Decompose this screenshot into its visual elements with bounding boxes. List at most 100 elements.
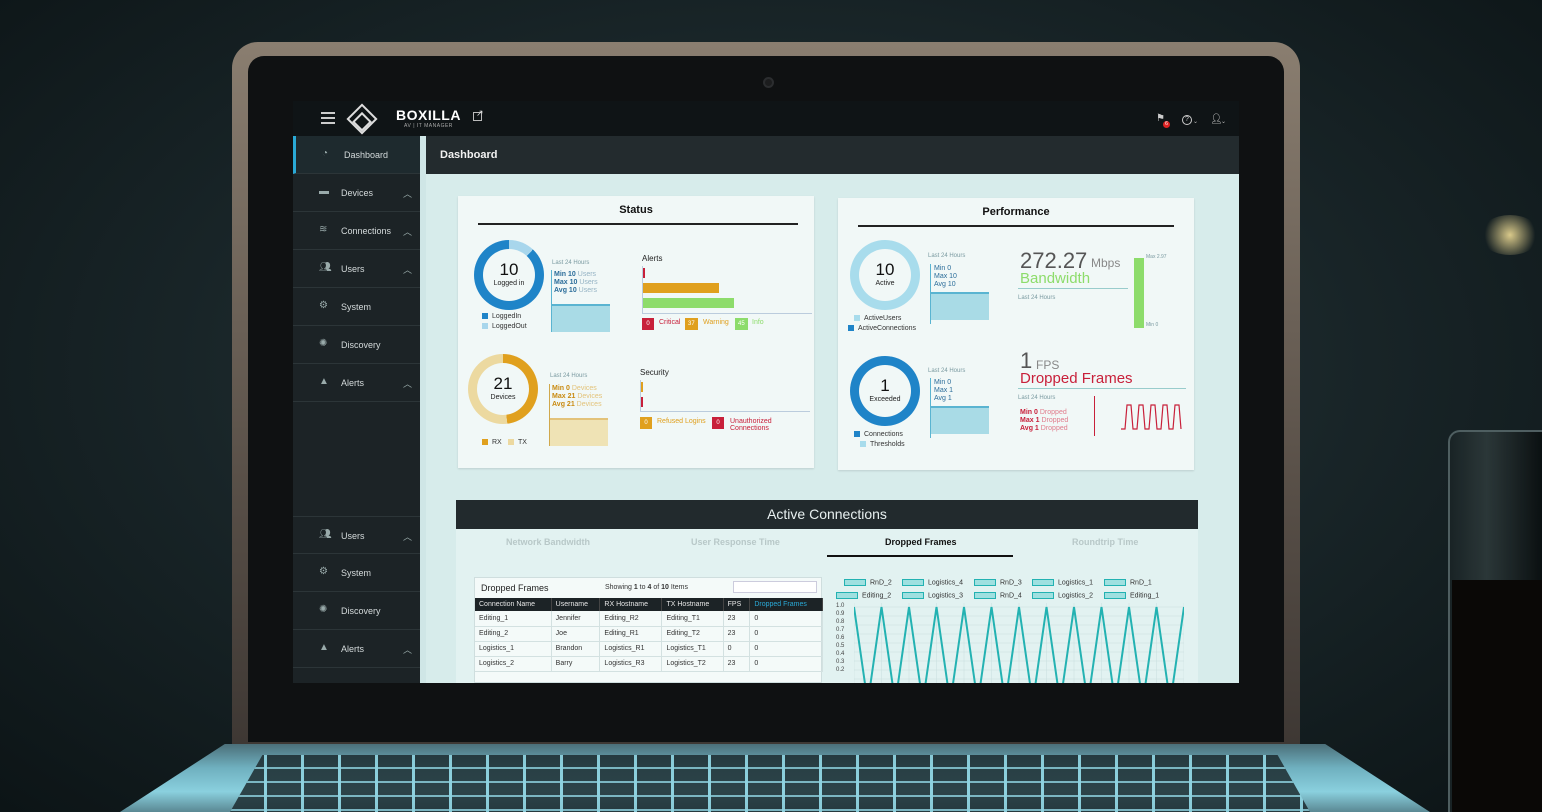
- chevron-down-icon[interactable]: ⌄: [1193, 119, 1199, 125]
- legend-item[interactable]: Editing_1: [1104, 592, 1159, 599]
- column-header[interactable]: RX Hostname: [599, 598, 663, 611]
- table-row[interactable]: Editing_2 Joe Editing_R1 Editing_T2 23 0: [475, 626, 823, 642]
- card-title: Status: [619, 204, 653, 216]
- legend-item[interactable]: RnD_3: [974, 579, 1022, 586]
- legend-item[interactable]: Editing_2: [836, 592, 891, 599]
- table-row[interactable]: Editing_1 Jennifer Editing_R2 Editing_T1…: [475, 611, 823, 627]
- y-tick-label: 0.6: [836, 635, 845, 641]
- chevron-down-icon[interactable]: ⌄: [1221, 119, 1227, 125]
- column-header[interactable]: Connection Name: [475, 598, 552, 611]
- screen: BOXILLA AV | IT MANAGER ⚑ 6 ? ⌄ 👤︎ ⌄ ◔ D…: [293, 101, 1239, 683]
- sidebar-item-discovery[interactable]: ✺ Discovery: [293, 326, 420, 364]
- refused-count-badge: 0: [640, 417, 652, 429]
- brand-subtitle: AV | IT MANAGER: [404, 123, 453, 129]
- donut-label: Logged in: [493, 280, 525, 287]
- sidebar-item-users[interactable]: 👥︎ Users ︿: [293, 250, 420, 288]
- table-cell: Brandon: [551, 641, 601, 657]
- tab-roundtrip-time[interactable]: Roundtrip Time: [1072, 537, 1139, 547]
- devices-icon: ▬: [319, 186, 329, 197]
- column-header[interactable]: FPS: [723, 598, 751, 611]
- user-icon[interactable]: 👤︎: [1210, 114, 1223, 125]
- line-plot: [854, 603, 1184, 683]
- table-cell: 0: [749, 611, 823, 627]
- sidebar-item-label: Alerts: [341, 378, 365, 388]
- table-row[interactable]: Logistics_1 Brandon Logistics_R1 Logisti…: [475, 641, 823, 657]
- tab-network-bandwidth[interactable]: Network Bandwidth: [506, 537, 591, 547]
- chevron-up-icon: ︿: [403, 189, 413, 199]
- dashboard-icon: ◔: [322, 148, 329, 159]
- table-cell: Barry: [551, 656, 601, 672]
- sidebar-item-alerts[interactable]: ▲ Alerts ︿: [293, 364, 420, 402]
- stats-text: Min 0 Devices Max 21 Devices Avg 21 Device…: [552, 385, 603, 408]
- logo-icon: [346, 103, 378, 135]
- stats-text: Min 0 Dropped Max 1 Dropped Avg 1 Dropped: [1020, 409, 1069, 432]
- webcam: [763, 77, 774, 88]
- sidebar-item-label: Alerts: [341, 644, 365, 654]
- table-cell: 23: [723, 656, 751, 672]
- sparkline-chart: [931, 406, 989, 434]
- table-cell: Logistics_1: [475, 641, 552, 657]
- sidebar-item-users[interactable]: 👥︎ Users ︿: [293, 516, 420, 554]
- notification-badge: 6: [1163, 121, 1170, 128]
- period-label: Last 24 Hours: [928, 368, 966, 374]
- dropped-frames-table-panel: Dropped Frames Showing 1 to 4 of 10 Item…: [474, 577, 823, 683]
- fps-unit: FPS: [1036, 358, 1060, 372]
- donut-value: 10: [875, 260, 895, 279]
- table-title: Dropped Frames: [481, 583, 549, 593]
- sidebar-item-connections[interactable]: ≋ Connections ︿: [293, 212, 420, 250]
- column-header[interactable]: TX Hostname: [661, 598, 724, 611]
- legend-item[interactable]: RnD_2: [844, 579, 892, 586]
- column-header[interactable]: Dropped Frames: [749, 598, 823, 611]
- sidebar-item-discovery[interactable]: ✺ Discovery: [293, 592, 420, 630]
- sidebar-item-devices[interactable]: ▬ Devices ︿: [293, 174, 420, 212]
- legend-item[interactable]: Logistics_3: [902, 592, 963, 599]
- legend-item[interactable]: Logistics_4: [902, 579, 963, 586]
- tab-dropped-frames[interactable]: Dropped Frames: [885, 537, 957, 547]
- sidebar-item-label: Connections: [341, 226, 392, 236]
- sidebar-item-dashboard[interactable]: ◔ Dashboard: [293, 136, 420, 174]
- sidebar-item-alerts[interactable]: ▲ Alerts ︿: [293, 630, 420, 668]
- legend-item: ActiveUsers: [854, 315, 901, 322]
- legend-item: Thresholds: [860, 441, 905, 448]
- legend-item[interactable]: Logistics_2: [1032, 592, 1093, 599]
- legend-item[interactable]: Logistics_1: [1032, 579, 1093, 586]
- chevron-up-icon: ︿: [403, 265, 413, 275]
- period-label: Last 24 Hours: [552, 260, 590, 266]
- warning-icon: ▲: [319, 376, 329, 387]
- donut-label: Exceeded: [869, 396, 901, 403]
- legend-item[interactable]: RnD_4: [974, 592, 1022, 599]
- dropped-frames-label: Dropped Frames: [1020, 370, 1133, 387]
- period-label: Last 24 Hours: [550, 373, 588, 379]
- unauthorized-count-badge: 0: [712, 417, 724, 429]
- info-label: Info: [752, 319, 764, 326]
- external-link-icon[interactable]: [473, 108, 484, 121]
- legend-item: Connections: [854, 431, 903, 438]
- sidebar: ◔ Dashboard ▬ Devices ︿ ≋ Connections ︿ …: [293, 136, 420, 683]
- axis-line: [1018, 288, 1128, 289]
- info-bar: [643, 298, 734, 308]
- sidebar-item-system[interactable]: ⚙ System: [293, 288, 420, 326]
- active-tab-indicator: [827, 555, 1013, 557]
- menu-icon[interactable]: [321, 112, 335, 124]
- table-cell: Logistics_2: [475, 656, 552, 672]
- table-cell: Logistics_R1: [599, 641, 663, 657]
- warning-count-badge: 37: [685, 318, 698, 330]
- legend-item: RX: [482, 439, 502, 446]
- refused-label: Refused Logins: [657, 418, 706, 425]
- search-input[interactable]: [733, 581, 817, 593]
- tab-user-response-time[interactable]: User Response Time: [691, 537, 780, 547]
- background-light: [1480, 215, 1540, 255]
- flag-icon[interactable]: ⚑: [1156, 113, 1165, 124]
- table-info: Showing 1 to 4 of 10 Items: [605, 584, 688, 591]
- bandwidth-label: Bandwidth: [1020, 270, 1091, 287]
- column-header[interactable]: Username: [551, 598, 601, 611]
- table-cell: Editing_R1: [599, 626, 663, 642]
- sidebar-item-system[interactable]: ⚙ System: [293, 554, 420, 592]
- axis-line: [551, 270, 552, 332]
- legend-item[interactable]: RnD_1: [1104, 579, 1152, 586]
- help-icon[interactable]: ?: [1182, 115, 1192, 125]
- table-row[interactable]: Logistics_2 Barry Logistics_R3 Logistics…: [475, 656, 823, 672]
- discovery-icon: ✺: [319, 604, 328, 615]
- critical-label: Critical: [659, 319, 681, 326]
- y-tick-label: 0.7: [836, 627, 845, 633]
